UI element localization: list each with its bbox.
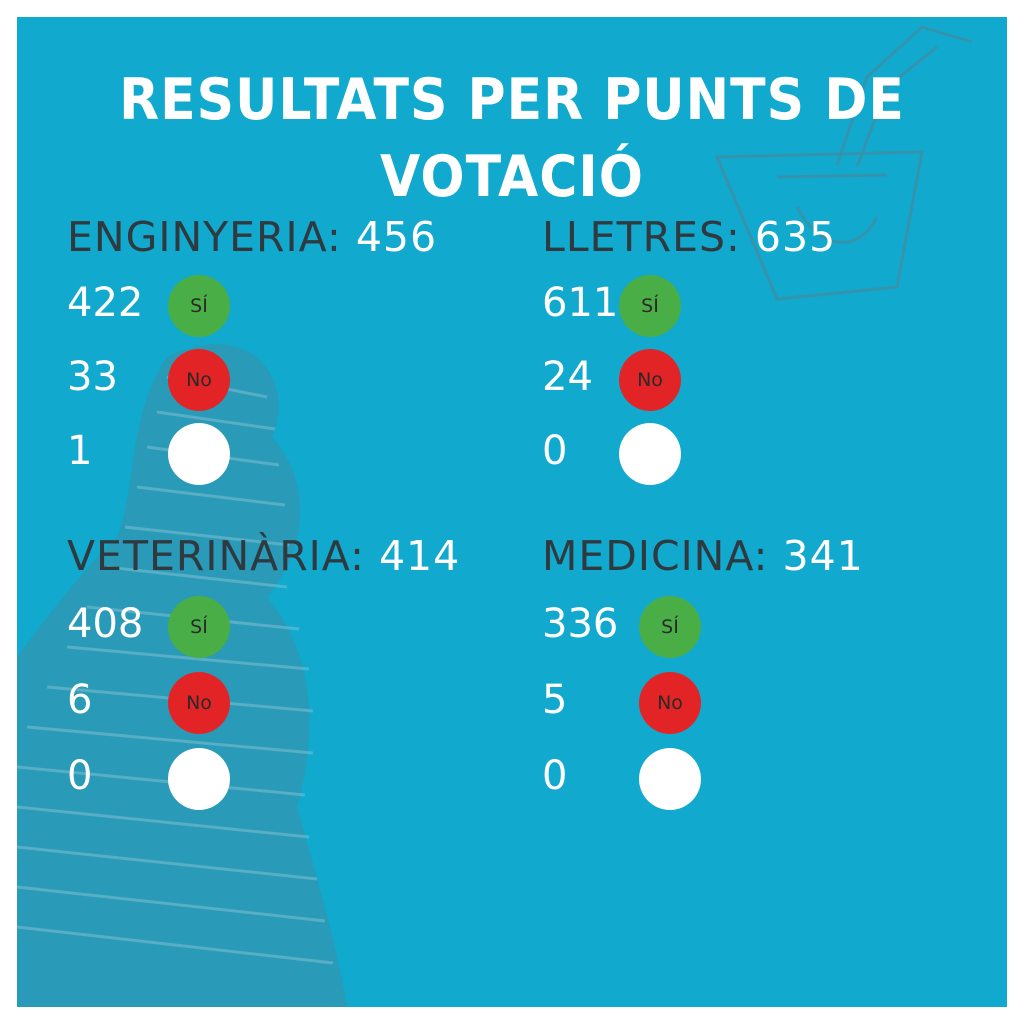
blank-count: 1 — [67, 428, 93, 474]
faculty-total: 456 — [355, 213, 438, 261]
no-count: 6 — [67, 677, 93, 723]
result-row-yes: 408 SÍ — [67, 596, 307, 658]
no-count: 33 — [67, 354, 118, 400]
blank-badge — [639, 748, 701, 810]
faculty-name: MEDICINA: — [542, 532, 769, 580]
yes-count: 611 — [542, 280, 619, 326]
faculty-heading: VETERINÀRIA: 414 — [67, 532, 460, 580]
result-row-no: 5 No — [542, 672, 782, 734]
result-row-no: 6 No — [67, 672, 307, 734]
faculty-block-medicina: MEDICINA: 341 336 SÍ 5 No 0 — [542, 532, 962, 822]
no-badge: No — [619, 349, 681, 411]
ballot-box-illustration — [714, 25, 973, 301]
result-row-no: 24 No — [542, 349, 782, 411]
faculty-total: 635 — [754, 213, 837, 261]
no-count: 24 — [542, 354, 593, 400]
blank-badge — [168, 748, 230, 810]
poster: RESULTATS PER PUNTS DE VOTACIÓ ENGINYERI… — [17, 17, 1007, 1007]
blank-badge — [619, 423, 681, 485]
faculty-block-lletres: LLETRES: 635 611 SÍ 24 No 0 — [542, 213, 962, 503]
no-badge: No — [168, 349, 230, 411]
result-row-yes: 336 SÍ — [542, 596, 782, 658]
no-count: 5 — [542, 677, 568, 723]
page-title: RESULTATS PER PUNTS DE VOTACIÓ — [119, 67, 905, 211]
result-row-yes: 422 SÍ — [67, 275, 307, 337]
faculty-heading: ENGINYERIA: 456 — [67, 213, 437, 261]
no-badge: No — [168, 672, 230, 734]
faculty-heading: LLETRES: 635 — [542, 213, 836, 261]
yes-badge: SÍ — [168, 275, 230, 337]
faculty-total: 414 — [378, 532, 461, 580]
faculty-block-veterinaria: VETERINÀRIA: 414 408 SÍ 6 No 0 — [67, 532, 537, 822]
blank-count: 0 — [542, 753, 568, 799]
yes-badge: SÍ — [639, 596, 701, 658]
blank-badge — [168, 423, 230, 485]
result-row-blank: 0 — [542, 748, 782, 810]
yes-count: 408 — [67, 601, 144, 647]
faculty-block-enginyeria: ENGINYERIA: 456 422 SÍ 33 No 1 — [67, 213, 527, 503]
blank-count: 0 — [67, 753, 93, 799]
yes-count: 422 — [67, 280, 144, 326]
faculty-name: ENGINYERIA: — [67, 213, 342, 261]
faculty-name: LLETRES: — [542, 213, 741, 261]
result-row-blank: 1 — [67, 423, 307, 485]
blank-count: 0 — [542, 428, 568, 474]
no-badge: No — [639, 672, 701, 734]
result-row-yes: 611 SÍ — [542, 275, 782, 337]
result-row-blank: 0 — [67, 748, 307, 810]
result-row-no: 33 No — [67, 349, 307, 411]
yes-badge: SÍ — [619, 275, 681, 337]
yes-badge: SÍ — [168, 596, 230, 658]
faculty-name: VETERINÀRIA: — [67, 532, 365, 580]
faculty-heading: MEDICINA: 341 — [542, 532, 864, 580]
faculty-total: 341 — [782, 532, 864, 580]
result-row-blank: 0 — [542, 423, 782, 485]
yes-count: 336 — [542, 601, 619, 647]
